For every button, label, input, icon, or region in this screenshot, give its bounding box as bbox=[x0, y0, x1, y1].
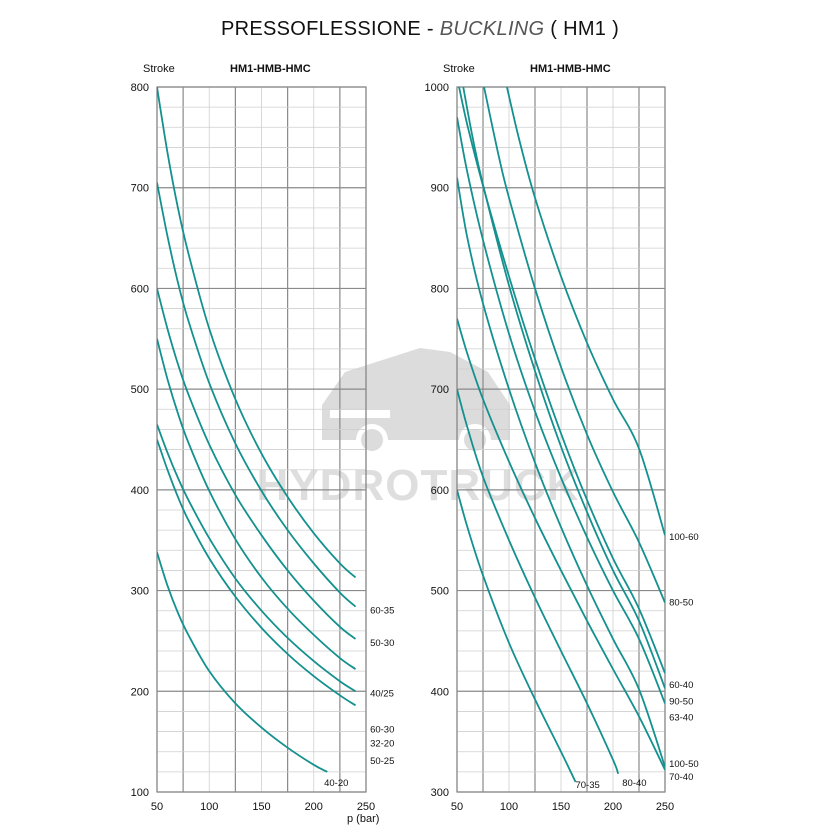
title-suffix: ( HM1 ) bbox=[550, 18, 620, 40]
x-axis-label: p (bar) bbox=[347, 813, 379, 825]
y-tick-label: 800 bbox=[131, 82, 149, 94]
plot-frame bbox=[456, 86, 666, 793]
curve-50-30 bbox=[157, 182, 357, 608]
curve-label: 80-50 bbox=[669, 598, 693, 609]
curve-40-20 bbox=[157, 552, 328, 773]
y-tick-label: 300 bbox=[131, 586, 149, 598]
curve-70-35 bbox=[457, 489, 577, 783]
x-tick-label: 150 bbox=[552, 801, 570, 813]
x-tick-label: 200 bbox=[305, 801, 323, 813]
curve-label: 60-30 bbox=[370, 725, 394, 736]
curve-100-60 bbox=[506, 87, 665, 536]
y-tick-label: 1000 bbox=[425, 82, 449, 94]
curve-40-25 bbox=[157, 288, 357, 640]
y-tick-label: 600 bbox=[131, 283, 149, 295]
y-axis-header: Stroke bbox=[143, 63, 175, 75]
title-italic: BUCKLING bbox=[439, 18, 545, 40]
y-tick-label: 400 bbox=[131, 485, 149, 497]
curve-label: 60-35 bbox=[370, 606, 394, 617]
series-family-header: HM1-HMB-HMC bbox=[530, 63, 611, 75]
series-family-header: HM1-HMB-HMC bbox=[230, 63, 311, 75]
watermark-text: HYDROTRUCK bbox=[257, 461, 580, 510]
curve-63-40 bbox=[457, 117, 665, 704]
curve-label: 40-20 bbox=[324, 778, 348, 789]
y-tick-label: 100 bbox=[131, 787, 149, 799]
right-chart: Stroke HM1-HMB-HMC 300 400 500 600 700 800 900 10… bbox=[347, 63, 699, 825]
y-tick-label: 600 bbox=[431, 485, 449, 497]
curve-50-25 bbox=[157, 439, 357, 707]
curve-label: 100-60 bbox=[669, 532, 699, 543]
curve-80-40 bbox=[457, 388, 620, 775]
curve-label: 100-50 bbox=[669, 759, 699, 770]
curve-60-40 bbox=[458, 87, 665, 674]
curve-label: 80-40 bbox=[622, 778, 646, 789]
watermark: HYDROTRUCK bbox=[257, 348, 580, 510]
curve-80-50 bbox=[483, 87, 665, 604]
x-tick-label: 100 bbox=[200, 801, 218, 813]
curve-label: 63-40 bbox=[669, 712, 693, 723]
curve-100-50 bbox=[457, 177, 665, 768]
y-axis-header: Stroke bbox=[443, 63, 475, 75]
chart-title: PRESSOFLESSIONE - BUCKLING ( HM1 ) bbox=[0, 18, 840, 41]
y-tick-label: 700 bbox=[131, 183, 149, 195]
y-tick-label: 700 bbox=[431, 384, 449, 396]
y-tick-label: 400 bbox=[431, 686, 449, 698]
curve-label: 70-35 bbox=[575, 780, 599, 791]
y-tick-label: 500 bbox=[131, 384, 149, 396]
truck-icon bbox=[322, 348, 510, 456]
curve-label: 32-20 bbox=[370, 739, 394, 750]
left-chart: Stroke HM1-HMB-HMC 100 200 300 400 500 600 700 80… bbox=[131, 63, 395, 813]
curve-label: 70-40 bbox=[669, 772, 693, 783]
x-tick-label: 50 bbox=[151, 801, 163, 813]
curve-60-35 bbox=[157, 87, 357, 579]
title-main: PRESSOFLESSIONE - bbox=[220, 18, 434, 40]
curve-label: 40/25 bbox=[370, 688, 394, 699]
curve-label: 50-30 bbox=[370, 638, 394, 649]
curve-label: 90-50 bbox=[669, 696, 693, 707]
curve-label: 60-40 bbox=[669, 680, 693, 691]
y-tick-label: 300 bbox=[431, 787, 449, 799]
x-tick-label: 50 bbox=[451, 801, 463, 813]
x-tick-label: 200 bbox=[604, 801, 622, 813]
x-tick-label: 250 bbox=[357, 801, 375, 813]
y-tick-label: 200 bbox=[131, 686, 149, 698]
curve-label: 50-25 bbox=[370, 756, 394, 767]
y-tick-label: 900 bbox=[431, 183, 449, 195]
curve-32-20 bbox=[157, 424, 357, 693]
y-tick-label: 800 bbox=[431, 283, 449, 295]
curve-60-30 bbox=[157, 338, 357, 670]
x-tick-label: 150 bbox=[252, 801, 270, 813]
x-tick-label: 250 bbox=[656, 801, 674, 813]
curve-90-50 bbox=[462, 87, 665, 689]
curve-70-40 bbox=[457, 318, 665, 771]
y-tick-label: 500 bbox=[431, 586, 449, 598]
x-tick-label: 100 bbox=[500, 801, 518, 813]
